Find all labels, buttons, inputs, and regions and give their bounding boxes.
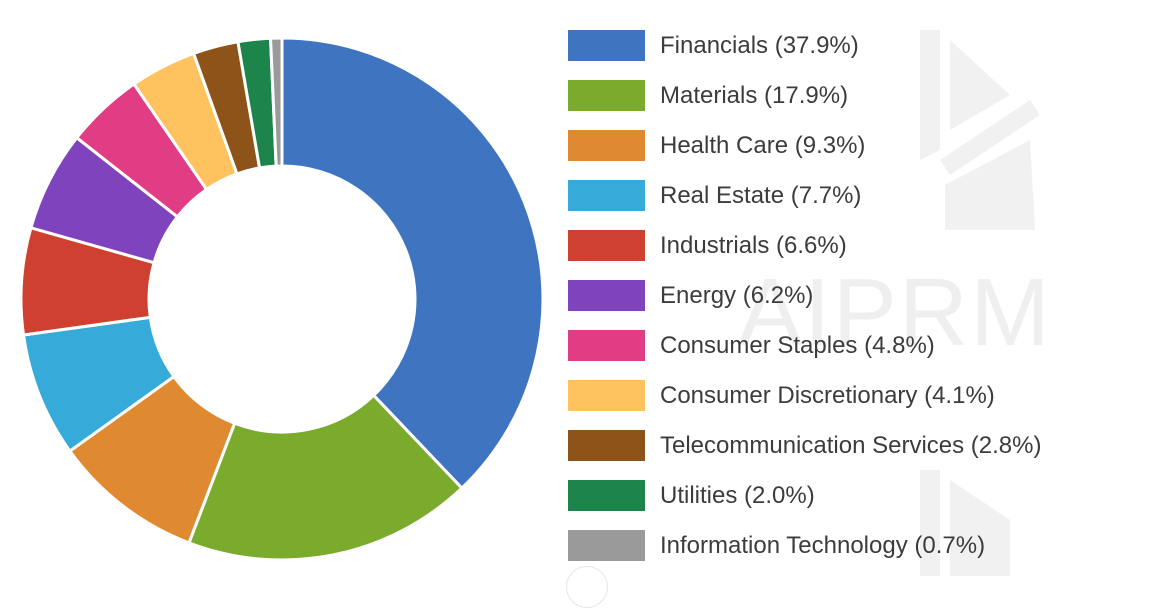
legend-swatch	[568, 80, 645, 111]
legend-item[interactable]: Health Care (9.3%)	[568, 130, 1041, 180]
legend-item[interactable]: Industrials (6.6%)	[568, 230, 1041, 280]
legend-label: Real Estate (7.7%)	[660, 182, 862, 209]
donut-slice-information-technology[interactable]	[268, 36, 284, 168]
legend-swatch	[568, 430, 645, 461]
legend-label: Health Care (9.3%)	[660, 132, 866, 159]
legend-item[interactable]: Real Estate (7.7%)	[568, 180, 1041, 230]
legend-item[interactable]: Energy (6.2%)	[568, 280, 1041, 330]
legend-label: Financials (37.9%)	[660, 32, 859, 59]
legend-label: Utilities (2.0%)	[660, 482, 815, 509]
legend-swatch	[568, 130, 645, 161]
legend-swatch	[568, 480, 645, 511]
legend-swatch	[568, 380, 645, 411]
legend-item[interactable]: Information Technology (0.7%)	[568, 530, 1041, 580]
legend-item[interactable]: Utilities (2.0%)	[568, 480, 1041, 530]
legend-swatch	[568, 180, 645, 211]
legend-swatch	[568, 530, 645, 561]
legend-item[interactable]: Telecommunication Services (2.8%)	[568, 430, 1041, 480]
legend-label: Information Technology (0.7%)	[660, 532, 986, 559]
scroll-indicator	[566, 566, 608, 608]
legend-swatch	[568, 280, 645, 311]
legend-item[interactable]: Materials (17.9%)	[568, 80, 1041, 130]
legend-label: Energy (6.2%)	[660, 282, 814, 309]
legend-item[interactable]: Consumer Discretionary (4.1%)	[568, 380, 1041, 430]
legend-label: Consumer Staples (4.8%)	[660, 332, 935, 359]
legend-label: Materials (17.9%)	[660, 82, 849, 109]
chart-legend: Financials (37.9%) Materials (17.9%) Healt…	[568, 30, 1041, 580]
legend-label: Industrials (6.6%)	[660, 232, 847, 259]
donut-slice-materials[interactable]	[187, 393, 464, 562]
legend-label: Consumer Discretionary (4.1%)	[660, 382, 995, 409]
legend-swatch	[568, 30, 645, 61]
legend-swatch	[568, 230, 645, 261]
legend-label: Telecommunication Services (2.8%)	[660, 432, 1042, 459]
donut-slice-financials[interactable]	[280, 36, 545, 491]
legend-item[interactable]: Financials (37.9%)	[568, 30, 1041, 80]
legend-swatch	[568, 330, 645, 361]
donut-chart	[19, 36, 545, 562]
legend-item[interactable]: Consumer Staples (4.8%)	[568, 330, 1041, 380]
